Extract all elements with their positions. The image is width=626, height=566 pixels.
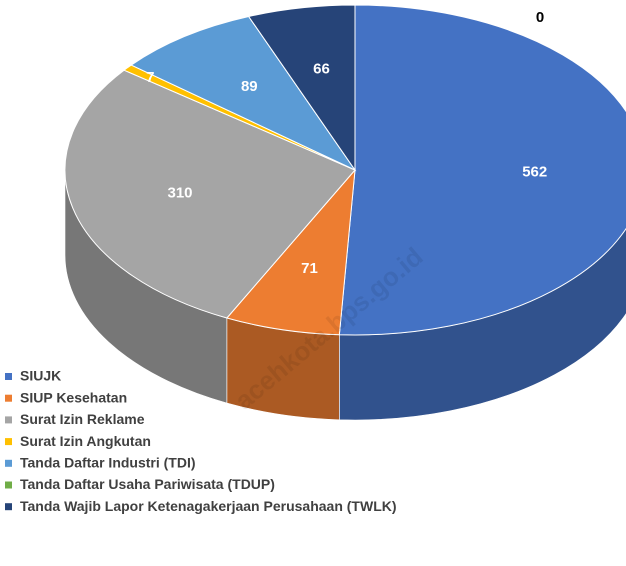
legend-swatch (5, 481, 12, 489)
data-label: 7 (146, 69, 154, 86)
legend-swatch (5, 394, 12, 402)
pie-slice (64, 69, 356, 319)
legend-label: SIUJK (20, 368, 61, 384)
legend-swatch (5, 438, 12, 446)
legend-label: Tanda Wajib Lapor Ketenagakerjaan Perusa… (20, 498, 397, 514)
legend-label: Tanda Daftar Usaha Pariwisata (TDUP) (20, 476, 275, 492)
legend-swatch (5, 459, 12, 467)
data-label: 562 (522, 164, 547, 181)
data-label: 0 (536, 9, 544, 26)
legend-swatch (5, 416, 12, 424)
pie-slice (130, 15, 357, 172)
legend-label: Surat Izin Reklame (20, 411, 145, 427)
legend-label: SIUP Kesehatan (20, 389, 127, 405)
pie-slice (225, 168, 356, 336)
data-label: 89 (241, 78, 258, 95)
legend-swatch (5, 503, 12, 511)
legend-label: Tanda Daftar Industri (TDI) (20, 455, 196, 471)
pie-slice (338, 4, 626, 336)
legend-swatch (5, 373, 12, 380)
data-label: 71 (301, 260, 318, 277)
legend-label: Surat Izin Angkutan (20, 433, 151, 449)
pie-slice (247, 4, 356, 172)
data-label: 310 (167, 184, 192, 201)
pie: 562 71 310 7 89 0 66 (64, 4, 626, 421)
data-label: 66 (313, 60, 330, 77)
